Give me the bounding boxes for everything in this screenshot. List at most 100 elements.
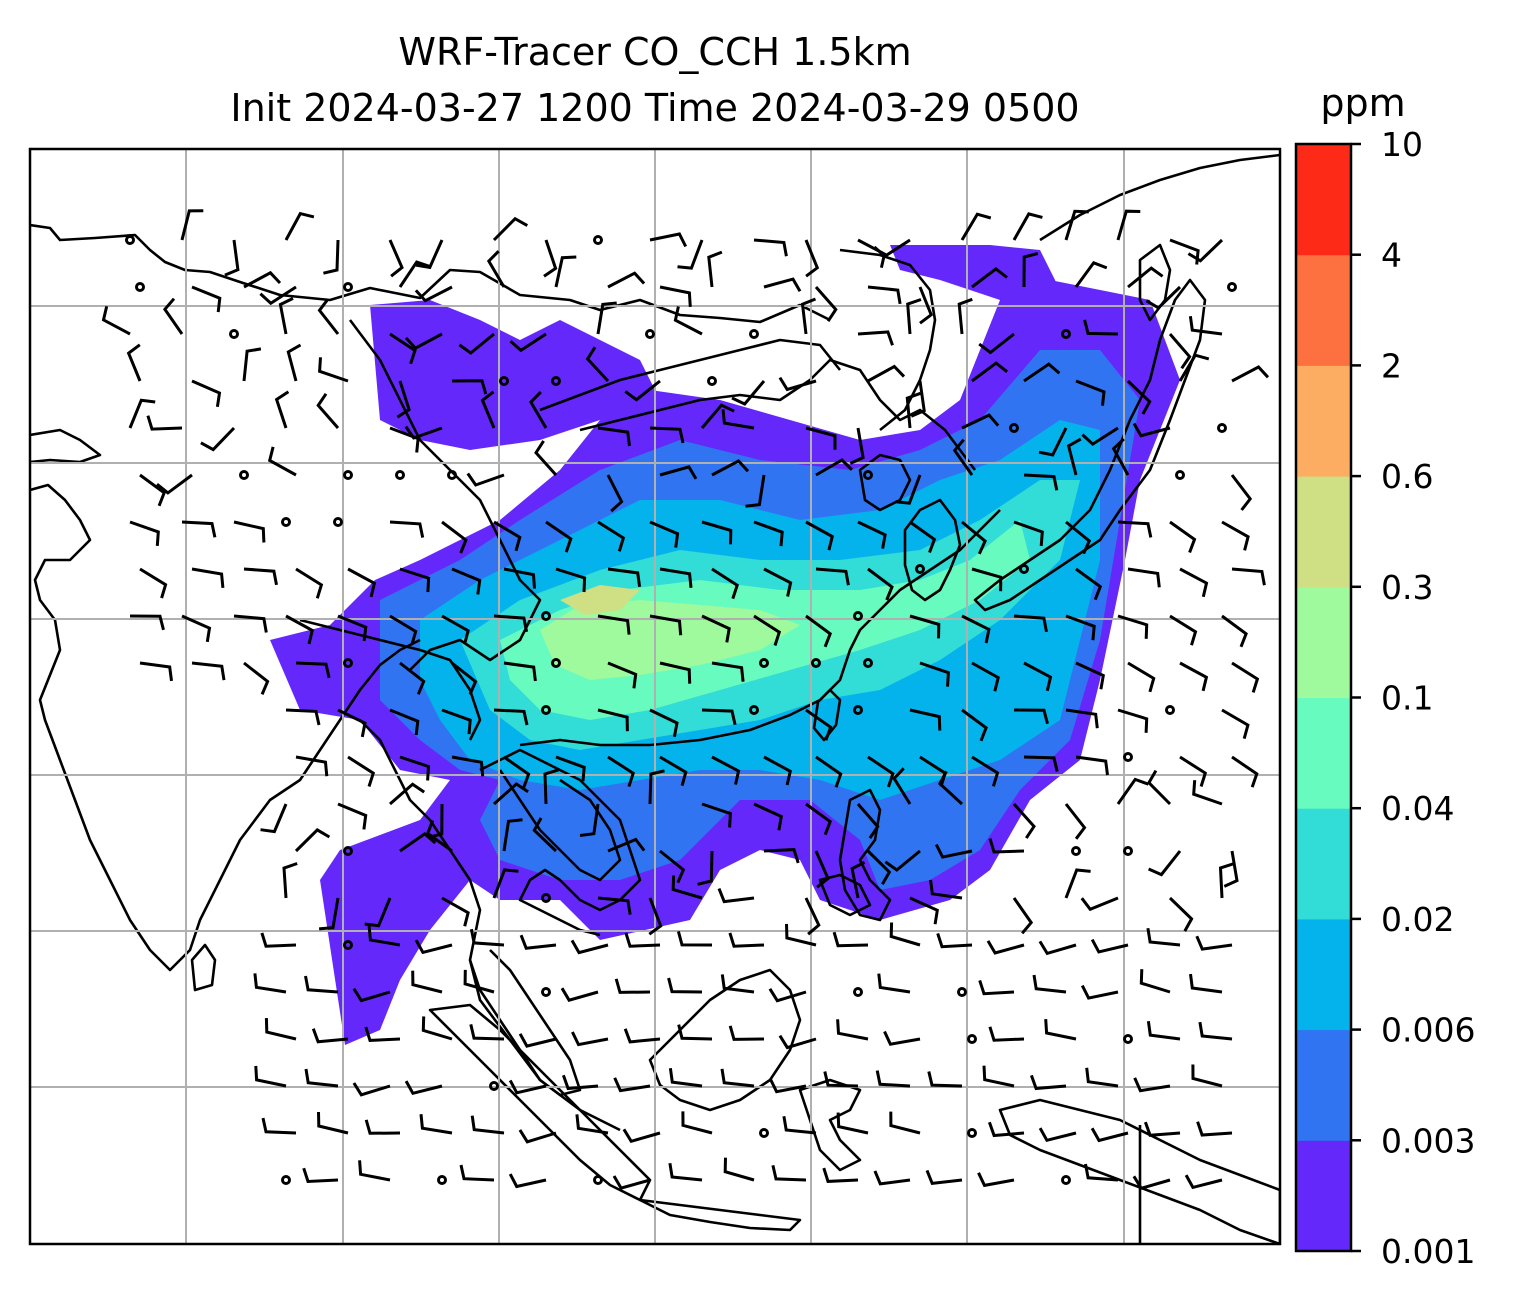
wind-barb xyxy=(389,426,420,453)
wind-barb xyxy=(518,1129,557,1144)
wind-barb xyxy=(486,250,506,288)
wind-barb xyxy=(459,1164,495,1182)
wind-barb xyxy=(1132,422,1171,438)
wind-barb xyxy=(1169,520,1197,554)
wind-barb xyxy=(649,520,680,548)
border-mongolia xyxy=(539,338,842,412)
calm-wind-marker xyxy=(1217,423,1227,433)
colorbar-segment xyxy=(1296,697,1351,809)
calm-wind-marker xyxy=(343,470,353,480)
map-frame xyxy=(28,147,1282,1246)
wind-barb xyxy=(668,1162,703,1182)
wind-barb xyxy=(441,520,468,554)
wind-barb xyxy=(129,614,165,631)
map-title-line2: Init 2024-03-27 1200 Time 2024-03-29 050… xyxy=(230,86,1080,130)
wind-barb xyxy=(934,843,973,859)
wind-barb xyxy=(623,1028,661,1044)
wind-barb xyxy=(532,817,558,853)
wind-barb xyxy=(1038,940,1077,956)
wind-barb xyxy=(909,520,937,554)
wind-barb xyxy=(1065,708,1099,729)
wind-barb xyxy=(805,426,837,450)
wind-barb xyxy=(849,427,865,465)
field-band-0001-ne xyxy=(890,245,1060,300)
wind-barb xyxy=(1117,708,1149,733)
calm-wind-marker xyxy=(125,235,135,245)
coastline-philippines xyxy=(838,788,892,922)
coastline-bohai xyxy=(858,453,912,512)
wind-barb xyxy=(253,973,287,994)
wind-barb xyxy=(1132,1175,1171,1191)
wind-barb xyxy=(875,1070,911,1088)
wind-barb xyxy=(1116,209,1141,241)
wind-barb xyxy=(986,940,1025,955)
wind-barb xyxy=(543,239,558,278)
wind-barb xyxy=(597,520,626,552)
calm-wind-marker xyxy=(541,611,551,621)
wind-barb xyxy=(648,897,663,936)
calm-wind-marker xyxy=(333,517,343,527)
wind-barb xyxy=(146,415,183,431)
wind-barb xyxy=(480,390,496,429)
wind-barb xyxy=(883,1030,921,1046)
wind-barb xyxy=(850,861,866,899)
wind-barb xyxy=(1029,1074,1067,1091)
calm-wind-marker xyxy=(281,1175,291,1185)
wind-barb xyxy=(295,661,331,679)
wind-barb xyxy=(404,425,443,440)
wind-barb xyxy=(1075,661,1105,690)
calm-wind-marker xyxy=(343,282,353,292)
wind-barb xyxy=(889,1111,921,1135)
wind-barb xyxy=(295,567,324,599)
wind-barb xyxy=(659,755,688,787)
wind-barb xyxy=(518,1033,557,1048)
wind-barb xyxy=(1090,938,1129,954)
calm-wind-marker xyxy=(593,1175,603,1185)
wind-barb xyxy=(659,285,692,307)
wind-barb xyxy=(571,1031,609,1047)
wind-barb xyxy=(261,1117,297,1135)
wind-barb xyxy=(441,614,470,645)
wind-barb xyxy=(919,661,950,687)
wind-barb xyxy=(451,567,482,595)
wind-barb xyxy=(1065,614,1096,641)
calm-wind-marker xyxy=(915,564,925,574)
wind-barb xyxy=(804,897,821,936)
wind-barb xyxy=(421,1016,453,1041)
wind-barb xyxy=(579,803,600,837)
wind-barb xyxy=(909,896,939,925)
wind-barb xyxy=(597,896,632,915)
wind-barb xyxy=(1065,520,1092,555)
wind-barb xyxy=(1074,260,1108,288)
coastline-new-guinea xyxy=(998,1098,1280,1244)
wind-barb xyxy=(925,1169,963,1186)
calm-wind-marker xyxy=(759,658,769,668)
colorbar-tick-label: 0.001 xyxy=(1381,1232,1475,1271)
wind-barb xyxy=(857,330,894,346)
wind-barb xyxy=(126,343,142,382)
wind-barb xyxy=(554,255,577,288)
calm-wind-marker xyxy=(957,987,967,997)
wind-barb xyxy=(753,520,784,547)
wind-barb xyxy=(701,708,737,726)
wind-barb xyxy=(895,474,922,505)
wind-barb xyxy=(388,239,404,278)
wind-barb xyxy=(404,332,443,350)
wind-barb xyxy=(867,285,902,305)
wind-barb xyxy=(503,755,531,788)
wind-barb xyxy=(404,1080,443,1096)
wind-barb xyxy=(425,819,453,853)
wind-barb xyxy=(918,286,934,325)
coastline-china-south xyxy=(519,509,1001,747)
wind-barb xyxy=(614,978,651,994)
wind-barb xyxy=(622,1128,661,1144)
wind-barb xyxy=(128,398,156,429)
wind-barb xyxy=(555,567,587,593)
calm-wind-marker xyxy=(593,235,603,245)
wind-barb xyxy=(509,332,547,353)
wind-barb xyxy=(613,1077,651,1093)
wind-barb xyxy=(493,708,529,726)
wind-barb xyxy=(243,661,270,695)
wind-barb xyxy=(659,567,693,588)
